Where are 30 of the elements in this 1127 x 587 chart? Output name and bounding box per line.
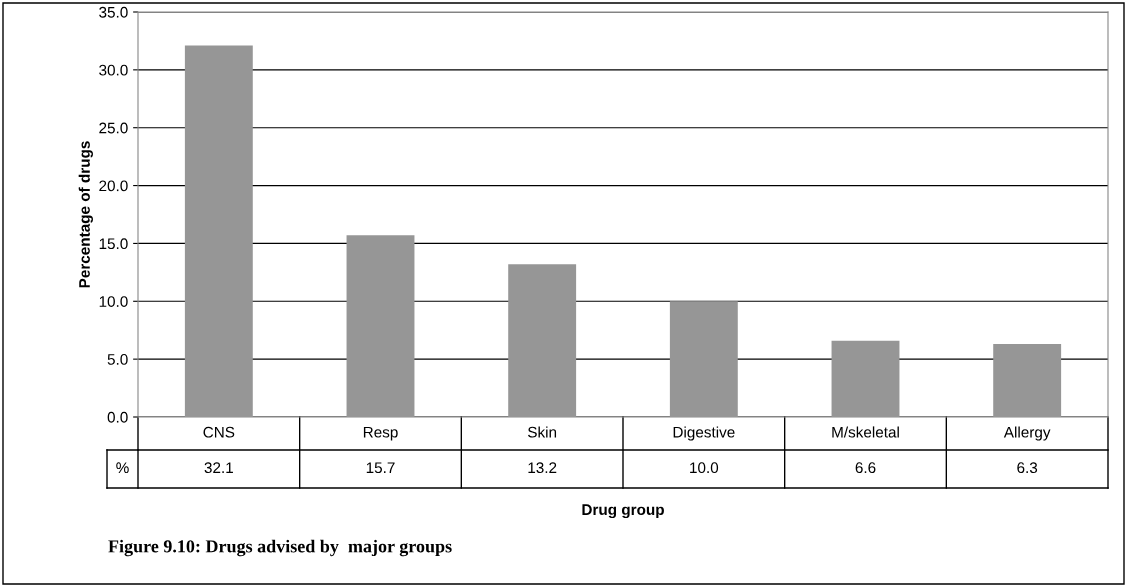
x-tick-label: CNS: [203, 426, 235, 438]
bar: [184, 45, 253, 417]
text: %: [116, 462, 129, 474]
text: 10.0: [690, 462, 719, 474]
text: 32.1: [204, 462, 233, 474]
text: 6.3: [1017, 462, 1038, 474]
text: 6.6: [855, 462, 876, 474]
x-axis-title: Drug group: [582, 504, 664, 519]
bar: [669, 301, 738, 417]
bar: [831, 340, 900, 417]
y-tick-label: 35.0: [99, 6, 128, 18]
x-tick-label: M/skeletal: [832, 426, 899, 438]
bar: [993, 344, 1062, 417]
text: 13.2: [528, 462, 557, 474]
y-tick-label: 25.0: [99, 122, 128, 134]
caption: Figure 9.10: Drugs advised by major groups: [108, 539, 452, 557]
text: 15.7: [366, 462, 395, 474]
y-tick-label: 5.0: [107, 354, 128, 365]
y-axis-title: Percentage of drugs: [78, 141, 93, 288]
x-tick-label: Skin: [528, 426, 557, 438]
y-tick-label: 15.0: [99, 238, 128, 250]
y-tick-label: 20.0: [99, 180, 128, 192]
x-tick-label: Resp: [363, 426, 398, 441]
bar: [508, 264, 577, 417]
y-tick-label: 0.0: [107, 411, 128, 423]
y-tick-label: 30.0: [99, 64, 128, 76]
x-tick-label: Allergy: [1003, 426, 1051, 441]
y-tick-label: 10.0: [99, 296, 128, 307]
bar: [346, 235, 415, 417]
x-tick-label: Digestive: [673, 426, 735, 441]
